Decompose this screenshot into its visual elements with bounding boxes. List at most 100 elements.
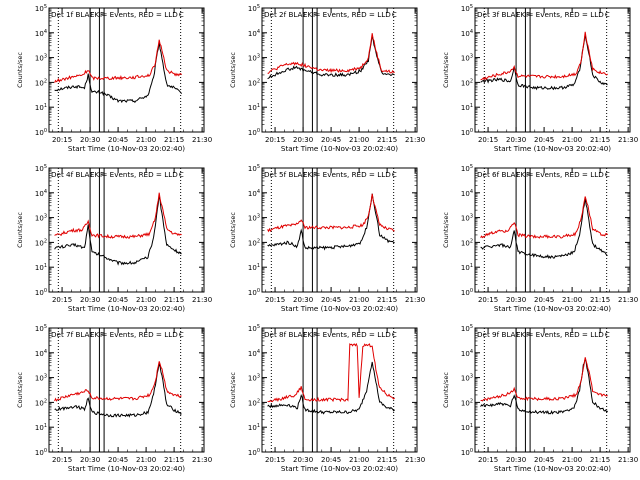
- time-marker-label: F: [100, 171, 104, 179]
- x-tick-label: 21:15: [590, 456, 610, 464]
- x-axis-label: Start Time (10-Nov-03 20:02:40): [281, 304, 398, 313]
- y-tick-label: 101: [35, 423, 47, 432]
- time-marker-label: F: [516, 11, 520, 19]
- time-marker-label: F: [303, 331, 307, 339]
- x-tick-label: 20:15: [52, 296, 72, 304]
- x-tick-label: 21:15: [377, 296, 397, 304]
- x-tick-label: 20:30: [506, 456, 526, 464]
- series-line-black: [54, 195, 182, 266]
- y-tick-label: 100: [461, 288, 473, 297]
- plot-frame: [261, 7, 418, 133]
- x-tick-label: 21:00: [136, 296, 156, 304]
- series-line-red: [267, 33, 395, 74]
- y-tick-label: 102: [461, 238, 473, 247]
- time-marker-label: F: [313, 11, 317, 19]
- time-marker-label: F: [303, 11, 307, 19]
- series-line-black: [54, 42, 182, 104]
- y-axis-label: Counts/sec: [16, 372, 24, 408]
- series-line-black: [267, 193, 395, 251]
- plot-frame: [261, 167, 418, 293]
- x-tick-label: 20:15: [52, 136, 72, 144]
- panel-title: Det 4f BLACK = Events, RED = LLD: [51, 170, 178, 179]
- series-line-red: [54, 192, 182, 239]
- y-tick-label: 100: [35, 448, 47, 457]
- time-marker-label: C: [605, 171, 610, 179]
- y-tick-label: 100: [461, 448, 473, 457]
- plot-frame: [474, 327, 631, 453]
- y-tick-label: 103: [35, 374, 47, 383]
- x-tick-label: 20:45: [321, 456, 341, 464]
- y-tick-label: 105: [248, 4, 260, 13]
- x-tick-label: 21:30: [192, 456, 212, 464]
- x-tick-label: 20:45: [108, 296, 128, 304]
- panel-title: Det 5f BLACK = Events, RED = LLD: [264, 170, 391, 179]
- series-line-red: [480, 357, 608, 402]
- y-tick-label: 103: [461, 374, 473, 383]
- time-marker-label: F: [90, 171, 94, 179]
- y-tick-label: 105: [35, 164, 47, 173]
- y-tick-label: 105: [461, 324, 473, 333]
- x-tick-label: 20:45: [108, 136, 128, 144]
- y-tick-label: 102: [461, 398, 473, 407]
- x-tick-label: 20:30: [506, 296, 526, 304]
- y-tick-label: 101: [461, 423, 473, 432]
- series-line-red: [54, 39, 183, 83]
- x-tick-label: 21:00: [562, 456, 582, 464]
- y-tick-label: 103: [248, 54, 260, 63]
- time-marker-label: C: [392, 171, 397, 179]
- x-tick-label: 20:45: [108, 456, 128, 464]
- y-tick-label: 105: [461, 164, 473, 173]
- x-tick-label: 21:00: [349, 296, 369, 304]
- time-marker-label: F: [90, 331, 94, 339]
- x-tick-label: 20:15: [265, 456, 285, 464]
- x-tick-label: 21:00: [349, 456, 369, 464]
- x-tick-label: 21:00: [349, 136, 369, 144]
- x-axis-label: Start Time (10-Nov-03 20:02:40): [68, 464, 185, 473]
- panel-title: Det 9f BLACK = Events, RED = LLD: [477, 330, 604, 339]
- x-tick-label: 20:30: [293, 296, 313, 304]
- y-axis-label: Counts/sec: [229, 372, 237, 408]
- series-line-black: [480, 197, 608, 260]
- y-tick-label: 100: [35, 288, 47, 297]
- x-tick-label: 20:15: [265, 296, 285, 304]
- series-line-red: [267, 193, 395, 233]
- y-axis-label: Counts/sec: [442, 372, 450, 408]
- y-tick-label: 103: [35, 54, 47, 63]
- x-tick-label: 21:30: [192, 296, 212, 304]
- series-line-red: [480, 196, 609, 239]
- y-axis-label: Counts/sec: [229, 52, 237, 88]
- x-tick-label: 20:15: [52, 456, 72, 464]
- x-tick-label: 21:30: [618, 456, 638, 464]
- series-line-red: [480, 31, 608, 81]
- series-line-black: [480, 358, 608, 415]
- y-tick-label: 105: [35, 4, 47, 13]
- y-tick-label: 103: [461, 54, 473, 63]
- y-tick-label: 101: [35, 103, 47, 112]
- y-tick-label: 105: [248, 324, 260, 333]
- x-tick-label: 21:30: [618, 136, 638, 144]
- x-tick-label: 20:30: [506, 136, 526, 144]
- x-tick-label: 20:30: [80, 136, 100, 144]
- x-tick-label: 21:15: [377, 456, 397, 464]
- y-tick-label: 104: [248, 29, 260, 38]
- y-tick-label: 103: [248, 214, 260, 223]
- y-tick-label: 100: [35, 128, 47, 137]
- x-tick-label: 21:15: [590, 136, 610, 144]
- series-line-black: [267, 361, 395, 415]
- y-tick-label: 102: [35, 238, 47, 247]
- x-tick-label: 21:30: [192, 136, 212, 144]
- x-tick-label: 20:15: [478, 296, 498, 304]
- series-line-red: [267, 342, 395, 403]
- x-tick-label: 20:15: [265, 136, 285, 144]
- panel-title: Det 2f BLACK = Events, RED = LLD: [264, 10, 391, 19]
- x-tick-label: 20:45: [321, 296, 341, 304]
- x-tick-label: 21:15: [590, 296, 610, 304]
- time-marker-label: C: [605, 11, 610, 19]
- y-tick-label: 102: [248, 398, 260, 407]
- x-axis-label: Start Time (10-Nov-03 20:02:40): [494, 304, 611, 313]
- x-tick-label: 21:30: [405, 296, 425, 304]
- y-tick-label: 104: [248, 189, 260, 198]
